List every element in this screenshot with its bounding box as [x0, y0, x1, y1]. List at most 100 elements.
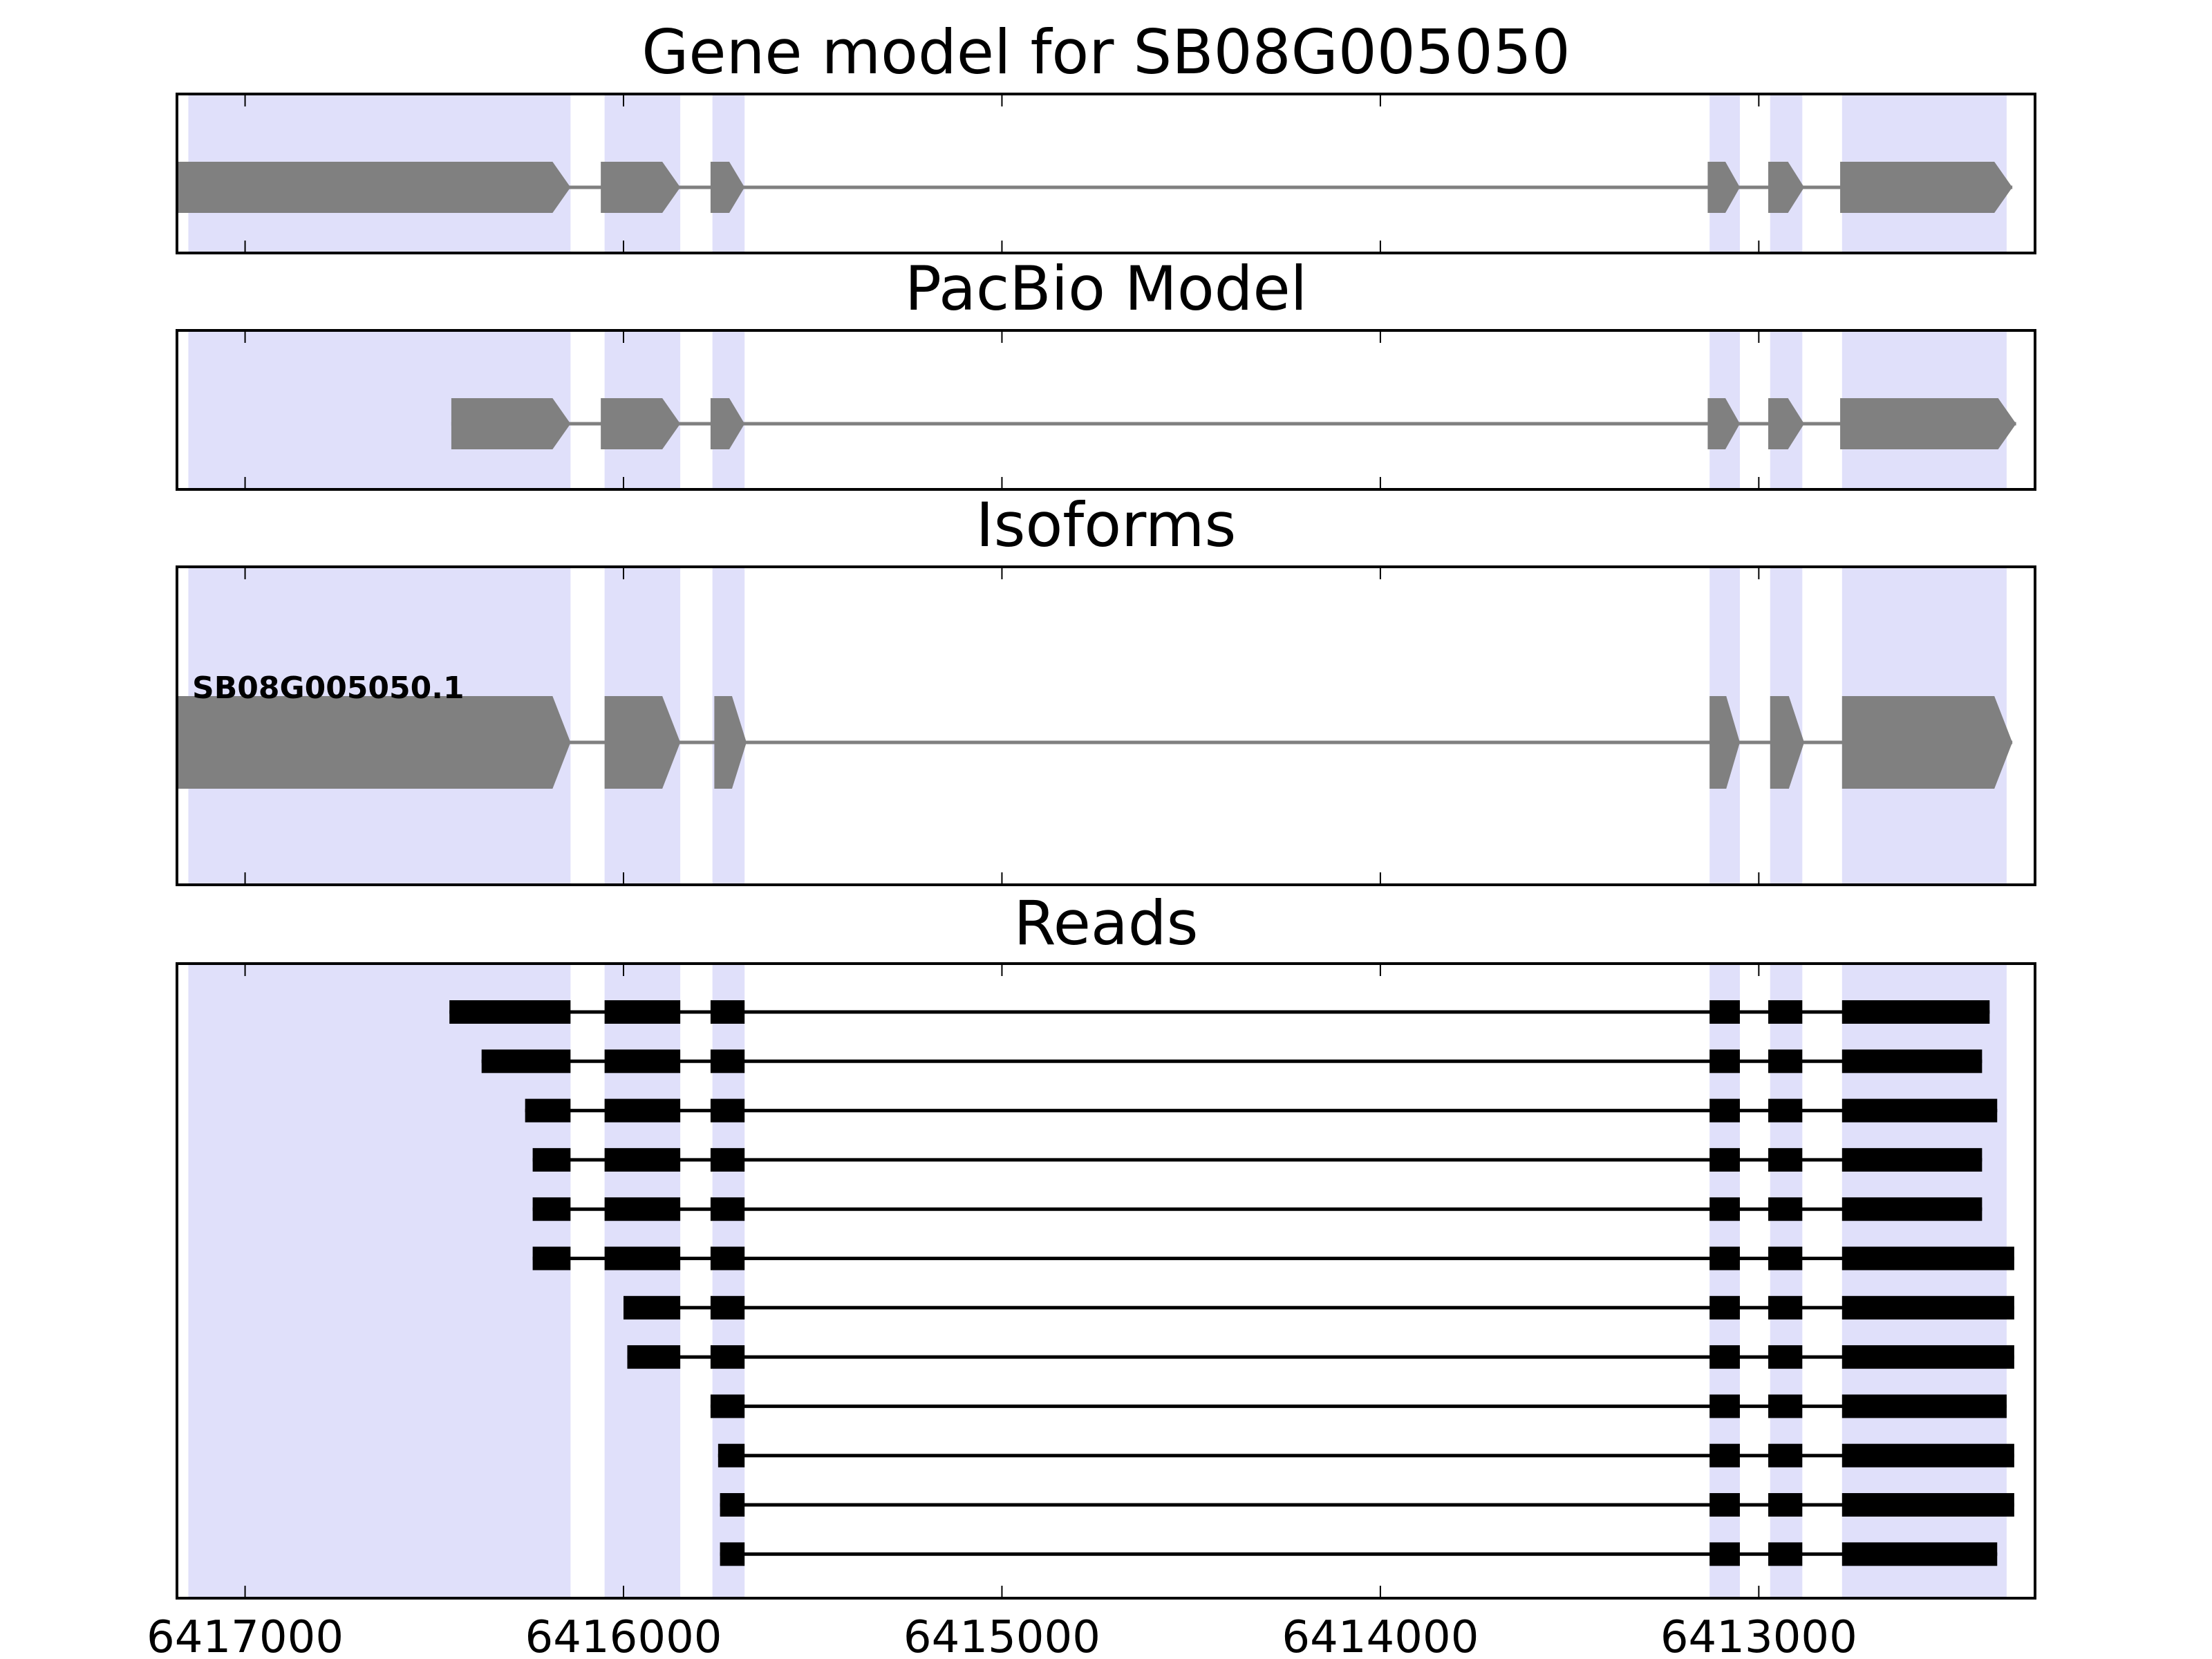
reads-panel	[176, 962, 2036, 1600]
read-block	[710, 1197, 745, 1221]
read-block	[604, 1197, 681, 1221]
gene-model-panel	[176, 93, 2036, 254]
read-block	[1768, 1000, 1803, 1024]
x-tick-label: 6413000	[1660, 1612, 1857, 1659]
read-block	[1709, 1394, 1740, 1418]
exon-arrow	[1707, 162, 1740, 213]
read-block	[710, 1147, 745, 1172]
gene-model-features	[177, 162, 2013, 213]
read-block	[1841, 1147, 1983, 1172]
read-block	[1841, 1098, 1998, 1123]
isoforms-ticks	[244, 567, 1760, 885]
read-block	[1709, 1493, 1740, 1517]
gene-model-frame	[176, 93, 2036, 254]
read-block	[1709, 1295, 1740, 1320]
read-block	[1709, 1345, 1740, 1369]
read-block	[1841, 1246, 2014, 1271]
exon-arrow	[710, 398, 745, 449]
read-block	[532, 1246, 571, 1271]
read-block	[1841, 1197, 1983, 1221]
pacbio-model-panel	[176, 329, 2036, 491]
exon-arrow	[1707, 398, 1740, 449]
exon-arrow	[1840, 162, 2013, 213]
read-block	[481, 1049, 571, 1074]
read-block	[710, 1246, 745, 1271]
reads-ticks	[244, 964, 1760, 1598]
read-block	[1709, 1098, 1740, 1123]
gene-model-title: Gene model for SB08G005050	[641, 17, 1571, 88]
isoforms-title: Isoforms	[976, 489, 1237, 561]
read-block	[1768, 1049, 1803, 1074]
read-block	[623, 1295, 681, 1320]
read-block	[604, 1098, 681, 1123]
read-block	[1768, 1246, 1803, 1271]
pacbio-model-ticks	[244, 330, 1760, 489]
exon-arrow	[601, 162, 681, 213]
read-block	[1768, 1443, 1803, 1468]
x-tick-label: 6417000	[147, 1612, 344, 1659]
exon-arrow	[1841, 696, 2013, 789]
exon-arrow	[1840, 398, 2016, 449]
exon-arrow	[1768, 162, 1805, 213]
read-block	[532, 1147, 571, 1172]
read-block	[1841, 1542, 1998, 1566]
read-block	[1709, 1246, 1740, 1271]
read-block	[1768, 1147, 1803, 1172]
pacbio-model-features	[451, 398, 2016, 449]
read-block	[604, 1049, 681, 1074]
x-tick-label: 6416000	[525, 1612, 722, 1659]
read-block	[1768, 1295, 1803, 1320]
read-block	[1768, 1542, 1803, 1566]
exon-arrow	[1709, 696, 1740, 789]
pacbio-model-frame	[176, 329, 2036, 491]
read-block	[710, 1295, 745, 1320]
read-block	[710, 1000, 745, 1024]
reads-frame	[176, 962, 2036, 1600]
x-tick-label: 6414000	[1282, 1612, 1479, 1659]
exon-arrow	[710, 162, 745, 213]
read-block	[1841, 1394, 2007, 1418]
read-block	[1709, 1443, 1740, 1468]
read-block	[1841, 1493, 2014, 1517]
read-block	[718, 1443, 745, 1468]
read-block	[710, 1049, 745, 1074]
read-block	[1709, 1197, 1740, 1221]
exon-arrow	[1768, 398, 1805, 449]
read-block	[604, 1147, 681, 1172]
read-block	[1768, 1493, 1803, 1517]
read-block	[1841, 1049, 1983, 1074]
x-tick-label: 6415000	[903, 1612, 1100, 1659]
read-block	[1841, 1443, 2014, 1468]
exon-arrow	[177, 162, 571, 213]
read-block	[710, 1098, 745, 1123]
reads-title: Reads	[1014, 888, 1199, 959]
read-block	[1709, 1542, 1740, 1566]
exon-arrow	[451, 398, 571, 449]
exon-arrow	[1770, 696, 1805, 789]
read-block	[1841, 1000, 1990, 1024]
exon-arrow	[601, 398, 681, 449]
read-block	[1841, 1345, 2014, 1369]
read-block	[1768, 1197, 1803, 1221]
read-block	[525, 1098, 571, 1123]
read-block	[720, 1542, 745, 1566]
read-block	[1768, 1394, 1803, 1418]
isoforms-features: SB08G005050.1	[177, 671, 2013, 789]
exon-arrow	[177, 696, 571, 789]
read-block	[710, 1394, 745, 1418]
read-block	[1709, 1147, 1740, 1172]
isoforms-frame	[176, 565, 2036, 886]
read-block	[1709, 1000, 1740, 1024]
read-block	[1841, 1295, 2014, 1320]
exon-arrow	[604, 696, 681, 789]
exon-arrow	[714, 696, 747, 789]
pacbio-model-title: PacBio Model	[905, 253, 1307, 324]
read-block	[604, 1246, 681, 1271]
read-block	[1768, 1345, 1803, 1369]
read-block	[604, 1000, 681, 1024]
reads-features	[449, 1000, 2014, 1566]
x-axis-labels: 6417000 6416000 6415000 6414000 6413000	[147, 1612, 1857, 1659]
read-block	[710, 1345, 745, 1369]
read-block	[720, 1493, 745, 1517]
